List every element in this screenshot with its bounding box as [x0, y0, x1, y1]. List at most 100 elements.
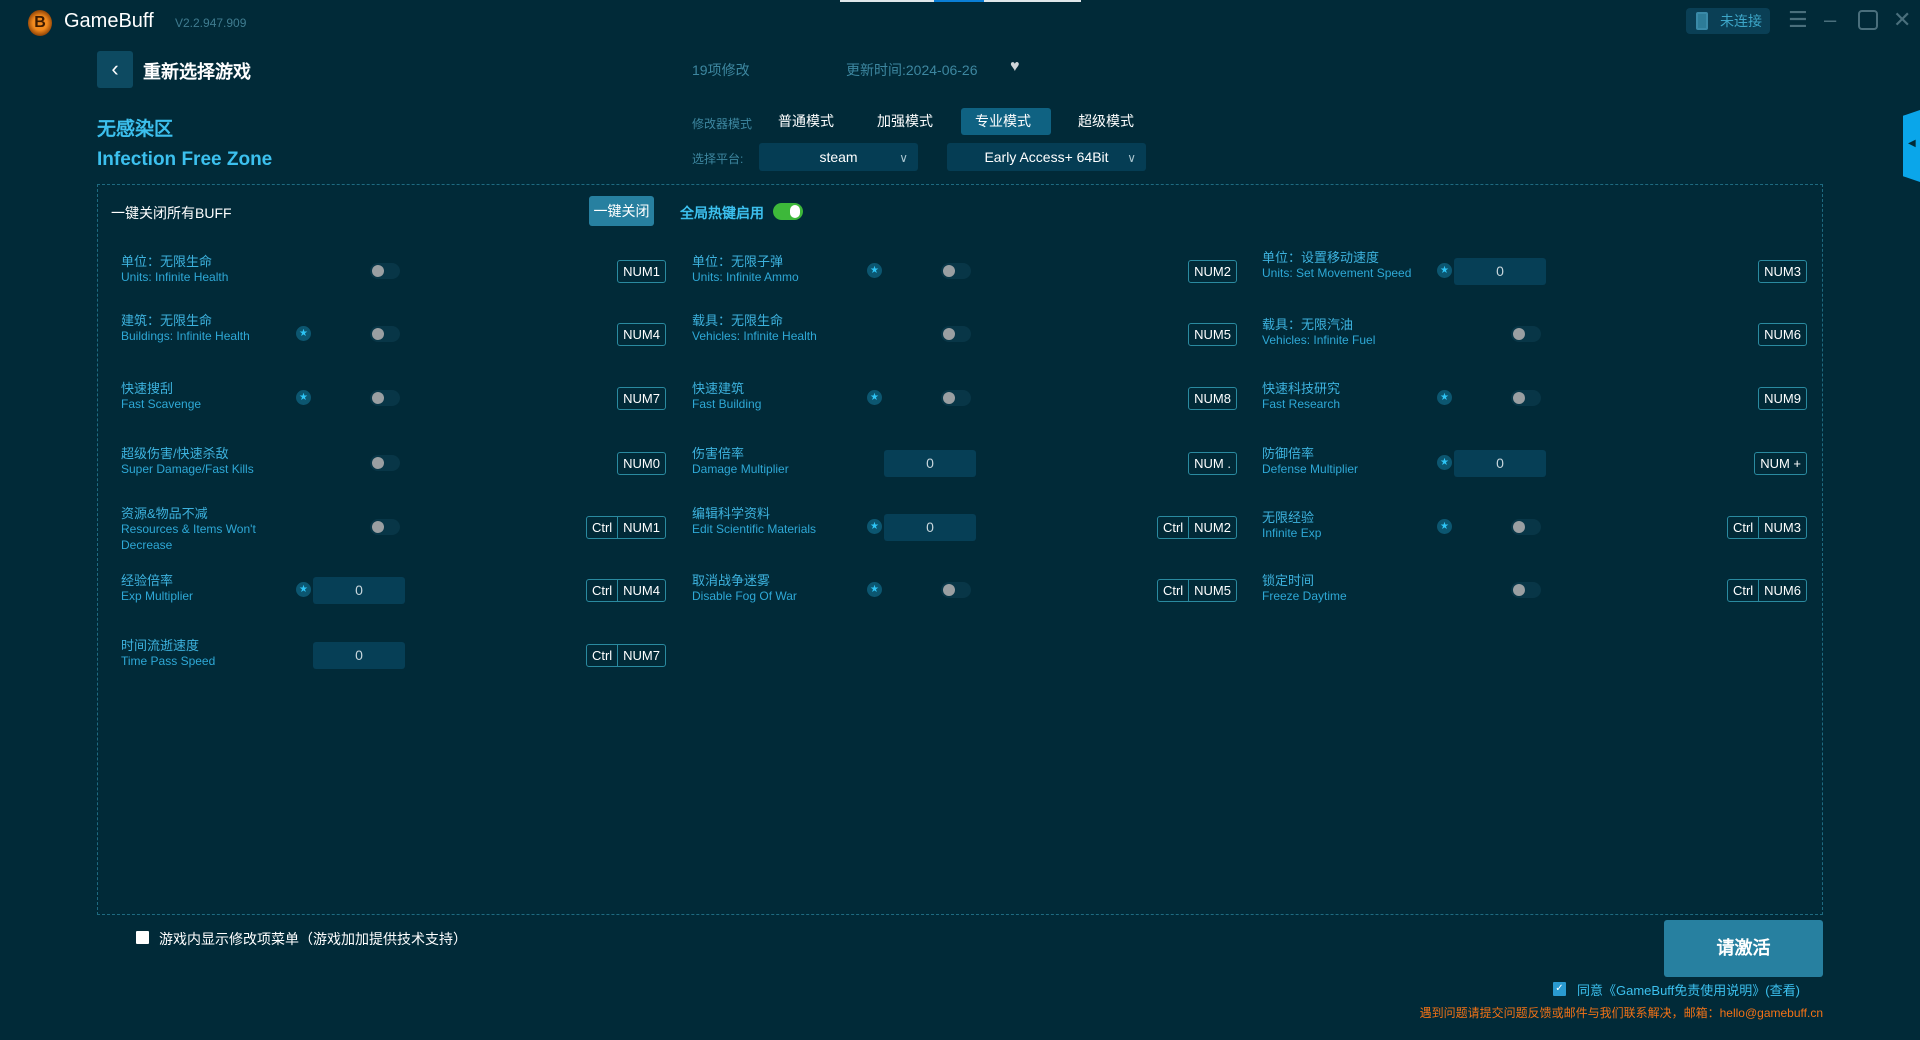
hotkey-key: NUM1	[623, 264, 660, 279]
top-tab-2[interactable]	[934, 0, 984, 2]
cheat-value-input[interactable]: 0	[313, 577, 405, 604]
back-button[interactable]: ‹	[97, 51, 133, 88]
hotkey-badge[interactable]: NUM .	[1188, 452, 1237, 475]
app-version: V2.2.947.909	[175, 16, 247, 30]
game-name-cn: 无感染区	[97, 119, 174, 140]
hotkey-badge[interactable]: NUM2	[1188, 260, 1237, 283]
hotkey-badge[interactable]: Ctrl NUM7	[585, 644, 666, 667]
hotkey-badge[interactable]: Ctrl NUM6	[1726, 579, 1807, 602]
cheat-value-input[interactable]: 0	[1454, 450, 1546, 477]
cheat-name-cn: 资源&物品不减	[121, 506, 208, 521]
hotkey-badge[interactable]: Ctrl NUM3	[1726, 516, 1807, 539]
hotkey-badge[interactable]: NUM1	[617, 260, 666, 283]
hotkey-badge[interactable]: NUM5	[1188, 323, 1237, 346]
cheat-toggle[interactable]	[941, 263, 971, 279]
cheat-toggle[interactable]	[370, 455, 400, 471]
mode-normal[interactable]: 普通模式	[778, 113, 834, 129]
cheat-toggle[interactable]	[370, 519, 400, 535]
agree-checkbox[interactable]: ✓	[1553, 982, 1566, 996]
cheat-toggle[interactable]	[941, 390, 971, 406]
platform-select[interactable]: steam ∨	[759, 143, 918, 171]
hotkey-key: Ctrl	[1732, 520, 1754, 535]
hotkey-key: NUM3	[1758, 517, 1806, 538]
cheat-value-input[interactable]: 0	[884, 450, 976, 477]
hotkey-badge[interactable]: NUM8	[1188, 387, 1237, 410]
game-name-en: Infection Free Zone	[97, 149, 273, 170]
hotkey-key: NUM +	[1760, 456, 1801, 471]
cheat-name-cn: 取消战争迷雾	[692, 573, 771, 588]
cheat-toggle[interactable]	[941, 582, 971, 598]
cheat-name-en: Units: Infinite Ammo	[692, 270, 799, 284]
close-all-button[interactable]: 一键关闭	[589, 196, 654, 226]
hotkey-badge[interactable]: NUM7	[617, 387, 666, 410]
cheat-item: 建筑：无限生命 Buildings: Infinite Health ★ NUM4	[121, 306, 691, 362]
chevron-down-icon: ∨	[899, 151, 908, 165]
close-icon[interactable]: ✕	[1893, 7, 1912, 32]
hotkey-key: Ctrl	[1162, 583, 1184, 598]
overlay-menu-label: 游戏内显示修改项菜单（游戏加加提供技术支持）	[159, 931, 467, 947]
cheat-toggle[interactable]	[1511, 519, 1541, 535]
hotkey-badge[interactable]: NUM +	[1754, 452, 1807, 475]
hotkey-badge[interactable]: Ctrl NUM2	[1156, 516, 1237, 539]
mode-label: 修改器模式	[692, 117, 753, 131]
cheat-value-input[interactable]: 0	[884, 514, 976, 541]
mod-count: 19项修改	[692, 62, 750, 78]
cheat-toggle[interactable]	[370, 390, 400, 406]
hotkey-badge[interactable]: Ctrl NUM4	[585, 579, 666, 602]
hotkey-badge[interactable]: NUM6	[1758, 323, 1807, 346]
cheat-toggle[interactable]	[1511, 390, 1541, 406]
cheat-item: 快速科技研究 Fast Research ★ NUM9	[1262, 370, 1832, 426]
overlay-menu-checkbox[interactable]	[136, 931, 149, 944]
cheat-name-en: Resources & Items Won't Decrease	[121, 522, 256, 552]
cheat-value-input[interactable]: 0	[313, 642, 405, 669]
cheat-toggle[interactable]	[1511, 326, 1541, 342]
cheat-name-cn: 快速建筑	[692, 381, 745, 396]
hotkey-badge[interactable]: NUM4	[617, 323, 666, 346]
phone-icon	[1696, 12, 1708, 30]
hotkey-key: NUM7	[623, 391, 660, 406]
hotkey-key: NUM4	[623, 327, 660, 342]
cheat-item: 单位：无限生命 Units: Infinite Health NUM1	[121, 243, 691, 299]
hotkey-key: Ctrl	[591, 648, 613, 663]
hotkey-badge[interactable]: Ctrl NUM5	[1156, 579, 1237, 602]
cheat-toggle[interactable]	[941, 326, 971, 342]
cheat-item: 编辑科学资料 Edit Scientific Materials ★ 0 Ctrl NUM…	[692, 499, 1262, 555]
heart-icon[interactable]: ♥	[1010, 58, 1020, 75]
reselect-game-label[interactable]: 重新选择游戏	[143, 62, 251, 82]
hotkey-key: Ctrl	[1732, 583, 1754, 598]
cheat-item: 单位：无限子弹 Units: Infinite Ammo ★ NUM2	[692, 243, 1262, 299]
cheat-value-input[interactable]: 0	[1454, 258, 1546, 285]
hotkey-badge[interactable]: Ctrl NUM1	[585, 516, 666, 539]
hotkey-key: Ctrl	[1162, 520, 1184, 535]
mode-super[interactable]: 超级模式	[1078, 113, 1134, 129]
hotkey-badge[interactable]: NUM0	[617, 452, 666, 475]
restore-icon[interactable]	[1858, 10, 1878, 30]
star-icon: ★	[867, 263, 882, 278]
version-select[interactable]: Early Access+ 64Bit ∨	[947, 143, 1146, 171]
agree-terms-link[interactable]: 同意《GameBuff免责使用说明》(查看)	[1577, 983, 1800, 998]
top-tab-1[interactable]	[840, 0, 934, 2]
update-date: 更新时间:2024-06-26	[846, 62, 978, 78]
cheat-toggle[interactable]	[370, 263, 400, 279]
top-tab-3[interactable]	[984, 0, 1081, 2]
activate-button[interactable]: 请激活	[1664, 920, 1823, 977]
minimize-icon[interactable]: –	[1824, 7, 1837, 32]
menu-icon[interactable]: ☰	[1788, 7, 1808, 32]
cheat-name-cn: 经验倍率	[121, 573, 174, 588]
platform-label: 选择平台:	[692, 152, 744, 166]
hotkey-key: NUM3	[1764, 264, 1801, 279]
cheat-name-en: Defense Multiplier	[1262, 462, 1359, 476]
cheat-toggle[interactable]	[370, 326, 400, 342]
cheat-name-cn: 快速搜刮	[121, 381, 174, 396]
global-hotkey-toggle[interactable]	[773, 203, 803, 220]
hotkey-badge[interactable]: NUM9	[1758, 387, 1807, 410]
cheat-item: 防御倍率 Defense Multiplier ★ 0 NUM +	[1262, 435, 1832, 491]
cheat-name-cn: 建筑：无限生命	[121, 313, 213, 328]
mode-enhanced[interactable]: 加强模式	[877, 113, 933, 129]
hotkey-badge[interactable]: NUM3	[1758, 260, 1807, 283]
cheat-toggle[interactable]	[1511, 582, 1541, 598]
mode-pro[interactable]: 专业模式	[961, 108, 1051, 135]
phone-connection-button[interactable]: 未连接	[1686, 8, 1770, 34]
cheat-name-en: Vehicles: Infinite Fuel	[1262, 333, 1376, 347]
side-panel-tab[interactable]: ◀	[1903, 110, 1920, 182]
